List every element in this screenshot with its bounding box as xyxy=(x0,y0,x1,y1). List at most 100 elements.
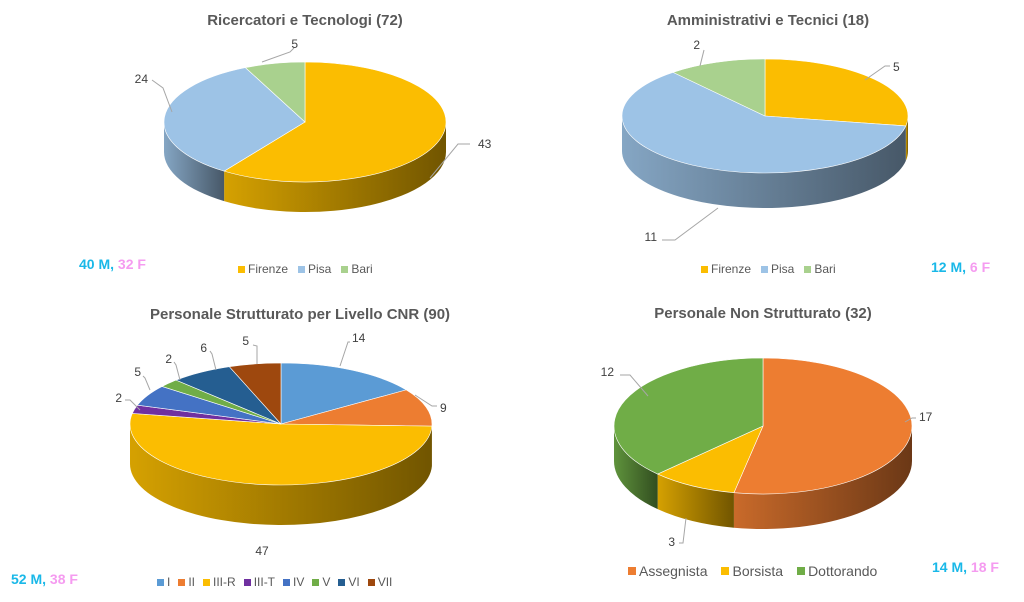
data-label: 9 xyxy=(440,401,447,415)
pie-side-firenze xyxy=(224,122,446,213)
leader-line xyxy=(261,47,295,63)
data-label: 17 xyxy=(919,410,933,424)
leader-line xyxy=(125,399,141,411)
pie-slice-dottorando xyxy=(613,357,764,475)
data-label: 2 xyxy=(115,391,122,405)
pie-side-pisa xyxy=(622,116,906,208)
legend-swatch xyxy=(338,578,346,586)
legend-label: Pisa xyxy=(308,262,332,276)
legend-swatch xyxy=(797,567,806,575)
data-label: 24 xyxy=(135,72,149,86)
male-count: 52 M, xyxy=(11,571,47,587)
legend-item: Pisa xyxy=(298,262,331,276)
legend-swatch xyxy=(238,265,245,273)
chart-title-livello-cnr: Personale Strutturato per Livello CNR (9… xyxy=(149,306,451,323)
gender-count-non-strutturato: 14 M, 18 F xyxy=(932,559,999,575)
legend-swatch xyxy=(178,578,186,586)
legend-item: Firenze xyxy=(238,262,288,276)
legend-swatch xyxy=(701,265,708,273)
pie-c1: 43 24 5 xyxy=(135,37,492,213)
leader-line xyxy=(620,374,649,397)
legend-non-strutturato: Assegnista Borsista Dottorando xyxy=(628,563,877,579)
legend-swatch xyxy=(721,567,730,575)
chart-title-amministrativi: Amministrativi e Tecnici (18) xyxy=(666,12,870,29)
pie-side-dottorando xyxy=(614,426,658,510)
legend-item: Firenze xyxy=(701,262,751,276)
legend-item: Assegnista xyxy=(628,563,707,579)
legend-label: Bari xyxy=(351,262,373,276)
legend-item: I xyxy=(157,575,170,589)
pie-side-iii-r xyxy=(130,424,432,526)
leader-line xyxy=(414,394,437,407)
legend-label: VII xyxy=(377,575,393,589)
legend-label: Borsista xyxy=(732,563,784,579)
legend-label: Firenze xyxy=(711,262,752,276)
pie-side-firenze xyxy=(905,116,908,161)
pie-slice-firenze xyxy=(764,58,909,127)
pie-slice-i xyxy=(280,362,407,425)
legend-item: Borsista xyxy=(721,563,783,579)
legend-swatch xyxy=(157,578,164,586)
data-label: 3 xyxy=(668,535,675,549)
legend-swatch xyxy=(761,265,769,273)
pie-slice-ii xyxy=(280,389,433,427)
leader-line xyxy=(864,65,890,81)
legend-item: II xyxy=(178,575,195,589)
legend-item: Bari xyxy=(804,262,836,276)
legend-label: Assegnista xyxy=(639,563,708,579)
legend-swatch xyxy=(628,567,636,575)
data-label: 12 xyxy=(601,365,615,379)
leader-line xyxy=(904,417,916,423)
legend-label: IV xyxy=(293,575,305,589)
female-count: 6 F xyxy=(969,259,991,275)
male-count: 40 M, xyxy=(79,256,115,272)
leader-line xyxy=(699,49,705,67)
female-count: 38 F xyxy=(49,571,78,587)
data-label: 47 xyxy=(255,544,269,558)
legend-label: III-R xyxy=(213,575,236,589)
legend-amministrativi: Firenze Pisa Bari xyxy=(701,262,836,276)
leader-line xyxy=(429,143,470,179)
legend-label: I xyxy=(167,575,171,589)
legend-label: VI xyxy=(348,575,360,589)
legend-item: IV xyxy=(283,575,304,589)
data-label: 2 xyxy=(165,352,172,366)
data-label: 2 xyxy=(693,38,700,52)
pie-slice-vii xyxy=(228,362,282,425)
pie-slice-firenze xyxy=(223,61,447,183)
legend-swatch xyxy=(203,578,211,586)
legend-label: Bari xyxy=(814,262,836,276)
leader-line xyxy=(662,207,719,241)
data-label: 11 xyxy=(645,230,658,244)
gender-count-livello-cnr: 52 M, 38 F xyxy=(11,571,78,587)
legend-item: VII xyxy=(367,575,393,589)
female-count: 18 F xyxy=(970,559,999,575)
legend-label: II xyxy=(188,575,196,589)
pie-c4: 17 3 12 xyxy=(601,357,933,549)
legend-item: VI xyxy=(338,575,360,589)
pie-side-pisa xyxy=(164,122,225,202)
data-label: 5 xyxy=(134,365,141,379)
pie-slice-assegnista xyxy=(733,357,913,495)
pie-slice-borsista xyxy=(656,425,764,494)
pie-side-borsista xyxy=(657,474,734,528)
leader-line xyxy=(339,341,350,367)
legend-swatch xyxy=(283,578,291,586)
legend-label: Dottorando xyxy=(808,563,878,579)
legend-ricercatori: Firenze Pisa Bari xyxy=(238,262,373,276)
pie-slice-pisa xyxy=(621,72,907,174)
legend-label: Firenze xyxy=(248,262,289,276)
leader-line xyxy=(142,375,151,391)
legend-item: V xyxy=(312,575,330,589)
legend-label: Pisa xyxy=(771,262,795,276)
legend-item: III-T xyxy=(243,575,275,589)
pie-slice-bari xyxy=(672,58,766,117)
male-count: 12 M, xyxy=(931,259,967,275)
male-count: 14 M, xyxy=(932,559,968,575)
legend-swatch xyxy=(298,265,306,273)
chart-title-non-strutturato: Personale Non Strutturato (32) xyxy=(654,305,872,322)
leader-line xyxy=(151,79,173,113)
leader-line xyxy=(173,361,181,381)
